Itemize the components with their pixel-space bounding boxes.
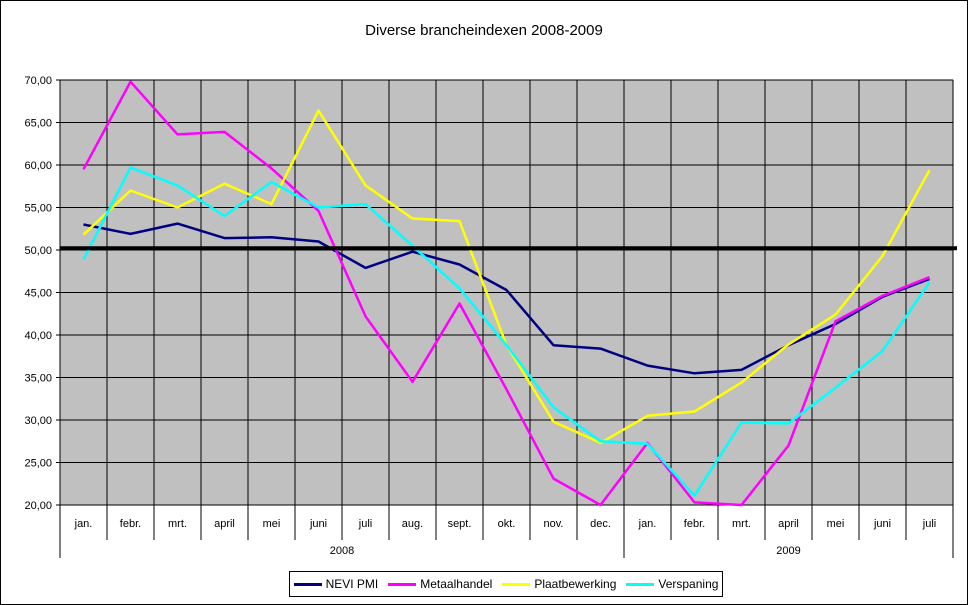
x-tick-label: febr. bbox=[684, 518, 705, 530]
x-tick-label: nov. bbox=[544, 518, 564, 530]
x-tick-label: juli bbox=[358, 518, 372, 530]
y-tick-label: 55,00 bbox=[24, 203, 52, 215]
legend-item-verspaning: Verspaning bbox=[626, 577, 718, 591]
x-tick-label: aug. bbox=[402, 518, 423, 530]
legend-swatch-metaalhandel bbox=[388, 582, 417, 586]
x-tick-label: mrt. bbox=[168, 518, 187, 530]
x-tick-label: dec. bbox=[590, 518, 611, 530]
x-tick-label: april bbox=[778, 518, 799, 530]
legend-label-plaatbewerking: Plaatbewerking bbox=[534, 577, 617, 591]
x-tick-label: juli bbox=[922, 518, 936, 530]
y-tick-label: 35,00 bbox=[24, 373, 52, 385]
group-label: 2008 bbox=[330, 545, 354, 557]
y-tick-label: 50,00 bbox=[24, 245, 52, 257]
legend-item-metaalhandel: Metaalhandel bbox=[388, 577, 492, 591]
x-tick-label: febr. bbox=[120, 518, 141, 530]
x-tick-label: sept. bbox=[448, 518, 472, 530]
legend-item-nevi-pmi: NEVI PMI bbox=[293, 577, 379, 591]
x-tick-label: juni bbox=[309, 518, 327, 530]
y-tick-label: 30,00 bbox=[24, 415, 52, 427]
y-tick-label: 40,00 bbox=[24, 330, 52, 342]
group-label: 2009 bbox=[776, 545, 800, 557]
legend-item-plaatbewerking: Plaatbewerking bbox=[502, 577, 616, 591]
x-tick-label: juni bbox=[873, 518, 891, 530]
x-tick-label: jan. bbox=[74, 518, 93, 530]
y-tick-label: 20,00 bbox=[24, 500, 52, 512]
legend-swatch-plaatbewerking bbox=[502, 582, 531, 586]
y-tick-label: 65,00 bbox=[24, 118, 52, 130]
legend-swatch-verspaning bbox=[626, 582, 655, 586]
chart-legend: NEVI PMI Metaalhandel Plaatbewerking Ver… bbox=[289, 571, 723, 597]
x-tick-label: mrt. bbox=[732, 518, 751, 530]
legend-label-metaalhandel: Metaalhandel bbox=[420, 577, 493, 591]
legend-label-verspaning: Verspaning bbox=[658, 577, 719, 591]
x-tick-label: mei bbox=[827, 518, 845, 530]
y-tick-label: 45,00 bbox=[24, 288, 52, 300]
chart-title: Diverse brancheindexen 2008-2009 bbox=[365, 22, 603, 39]
legend-swatch-nevi-pmi bbox=[293, 582, 322, 586]
y-tick-label: 60,00 bbox=[24, 160, 52, 172]
x-tick-label: april bbox=[214, 518, 235, 530]
y-tick-label: 25,00 bbox=[24, 458, 52, 470]
series-line-metaalhandel bbox=[82, 80, 930, 507]
series-line-verspaning bbox=[82, 166, 931, 497]
legend-label-nevi-pmi: NEVI PMI bbox=[325, 577, 379, 591]
x-tick-label: okt. bbox=[498, 518, 516, 530]
x-tick-label: jan. bbox=[638, 518, 657, 530]
x-tick-label: mei bbox=[263, 518, 281, 530]
y-tick-label: 70,00 bbox=[24, 75, 52, 87]
